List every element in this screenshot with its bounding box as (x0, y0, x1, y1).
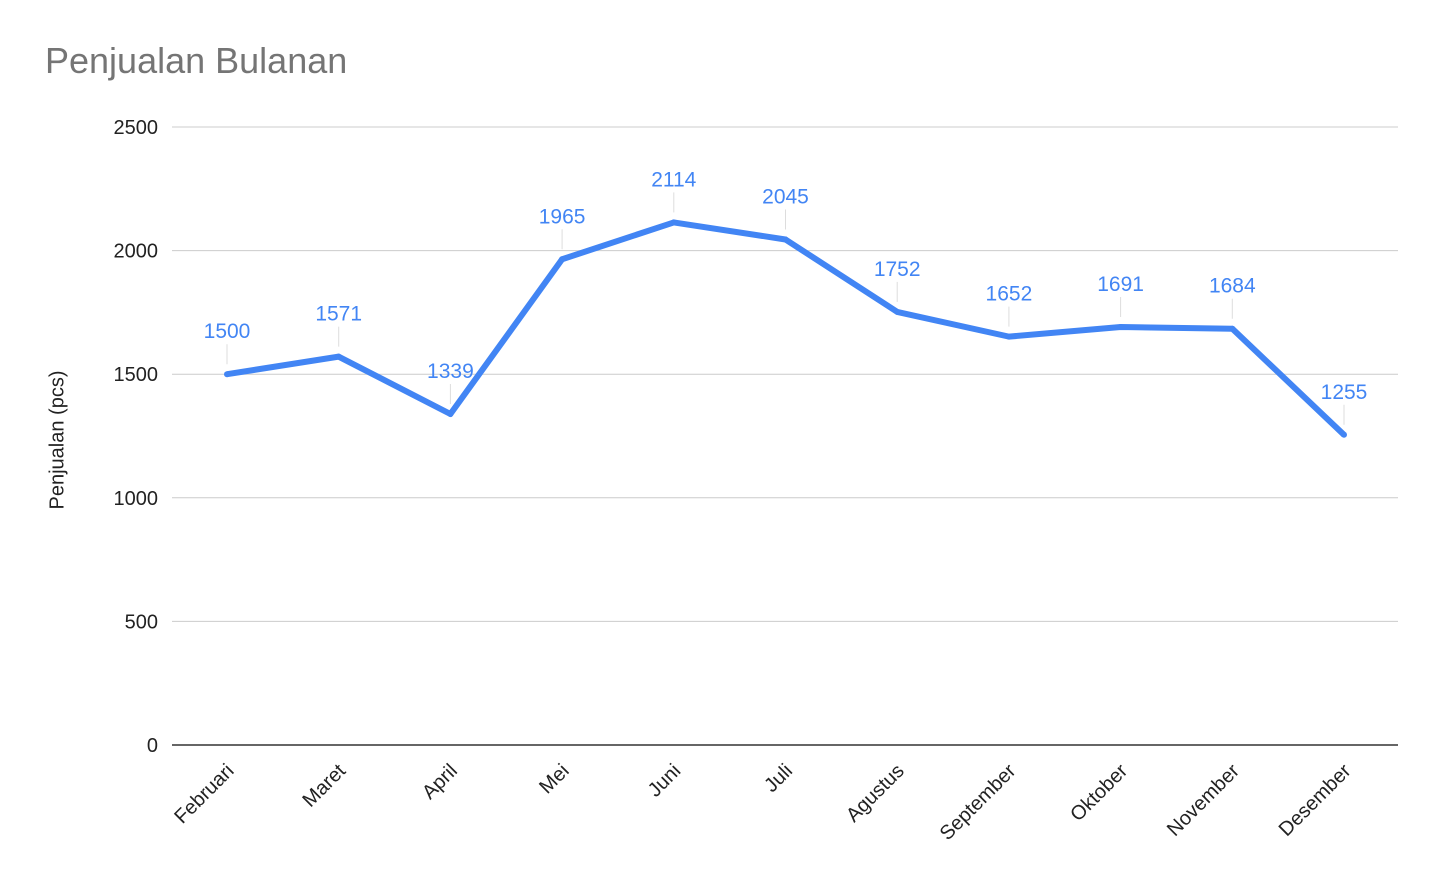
data-point (1117, 323, 1124, 330)
data-label: 1691 (1097, 273, 1144, 296)
x-tick-label: Juni (644, 760, 686, 802)
data-point (670, 219, 677, 226)
data-label: 1684 (1209, 275, 1256, 298)
x-tick-label: Februari (170, 760, 238, 828)
data-point (447, 410, 454, 417)
data-point (894, 308, 901, 315)
data-point (224, 371, 230, 378)
data-point (1005, 333, 1012, 340)
data-point (1341, 431, 1347, 438)
data-point (782, 236, 789, 243)
data-label: 2114 (651, 168, 696, 191)
data-labels: 1500 1571 1339 1965 2114 2045 1752 1652 1691 1684… (204, 168, 1368, 403)
data-label: 1339 (427, 360, 474, 383)
data-label: 2045 (762, 185, 809, 208)
data-label: 1752 (874, 258, 921, 281)
x-tick-label: Oktober (1066, 760, 1132, 826)
x-tick-label: Desember (1275, 760, 1356, 841)
x-axis-ticks: Februari Maret April Mei Juni Juli Agustus Sept… (170, 760, 1355, 845)
data-label: 1500 (204, 320, 251, 343)
series-line (226, 219, 1347, 437)
y-tick-label: 1000 (114, 488, 159, 510)
x-tick-label: Mei (535, 760, 573, 798)
y-tick-label: 500 (125, 611, 158, 633)
x-tick-label: Agustus (842, 760, 909, 827)
x-tick-label: Maret (299, 760, 351, 812)
data-point (559, 256, 566, 263)
data-label: 1571 (315, 303, 362, 326)
data-label: 1965 (539, 205, 586, 228)
y-tick-label: 2500 (114, 117, 159, 139)
series-layer (224, 219, 1347, 438)
x-tick-label: Juli (760, 760, 797, 797)
x-tick-label: September (936, 760, 1021, 845)
x-tick-label: November (1163, 760, 1244, 841)
data-point (335, 353, 342, 360)
y-axis-ticks: 0 500 1000 1500 2000 2500 (114, 117, 159, 757)
data-label-leaders (226, 192, 1345, 425)
data-label: 1652 (986, 283, 1033, 306)
y-tick-label: 0 (147, 735, 158, 757)
y-tick-label: 1500 (114, 364, 159, 386)
y-tick-label: 2000 (114, 241, 159, 263)
x-tick-label: April (418, 760, 462, 804)
data-point (1229, 325, 1236, 332)
chart-title: Penjualan Bulanan (45, 40, 348, 81)
data-label: 1255 (1321, 381, 1368, 404)
